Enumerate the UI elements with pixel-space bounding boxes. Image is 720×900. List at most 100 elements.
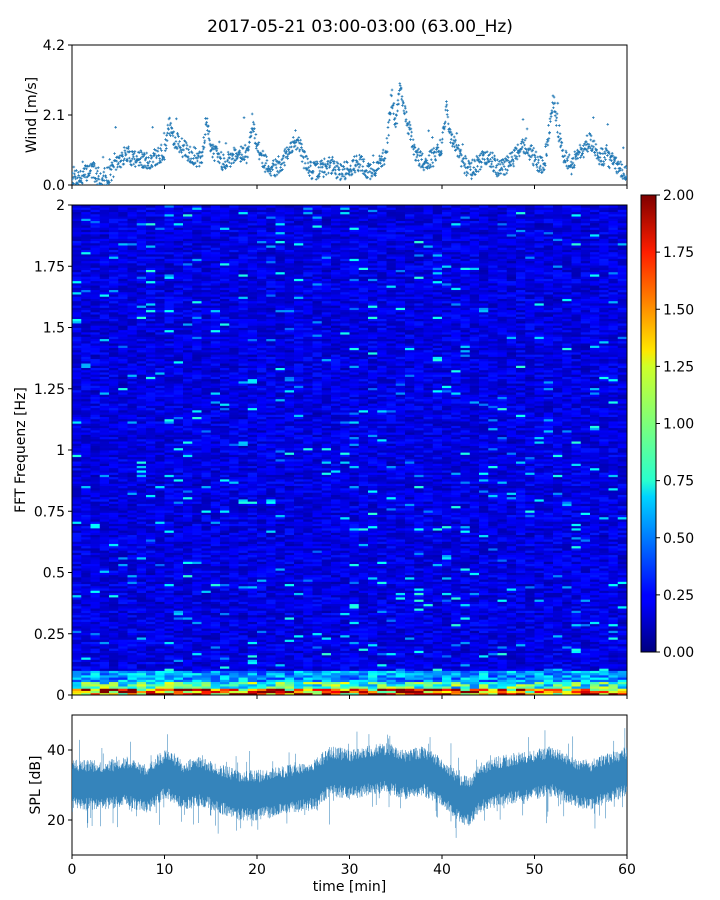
spectrogram-cell	[118, 683, 128, 687]
spectrogram-cell	[442, 690, 452, 694]
spectrogram-cell	[257, 666, 267, 669]
wind-point	[283, 147, 287, 151]
spectrogram-cell	[164, 692, 175, 695]
wind-point	[523, 138, 527, 142]
spectrogram-cell	[451, 663, 461, 667]
spectrogram-cell	[460, 686, 471, 689]
spectrogram-cell	[81, 686, 91, 689]
wind-point	[429, 165, 433, 169]
wind-point	[95, 179, 99, 183]
spectrogram-cell	[257, 681, 267, 685]
spectrogram-cell	[164, 681, 175, 685]
wind-point	[440, 141, 444, 144]
spectrogram-cell	[90, 679, 101, 683]
spectrogram-cell	[312, 659, 323, 662]
spectrogram-cell	[321, 668, 332, 671]
spectrogram-cell	[469, 686, 480, 689]
wind-point	[536, 161, 540, 165]
spectrogram-cell	[164, 690, 175, 694]
wind-point	[316, 176, 320, 180]
spectrogram-cell	[534, 677, 545, 680]
wind-point	[99, 172, 102, 175]
spectrogram-cell	[599, 663, 609, 667]
wind-point	[505, 171, 509, 175]
spectrogram-cell	[442, 666, 452, 669]
wind-point	[504, 167, 507, 171]
spectrogram-cell	[90, 659, 101, 662]
spectrogram-cell	[164, 674, 175, 678]
wind-point	[239, 145, 243, 148]
wind-point	[113, 152, 116, 155]
spectrogram-cell	[386, 659, 397, 662]
spectrogram-cell	[266, 661, 276, 665]
spectrogram-cell	[183, 683, 193, 687]
spectrogram-cell	[414, 683, 424, 687]
spectrogram-cell	[192, 679, 202, 683]
spectrogram-cell	[386, 688, 397, 691]
wind-point	[280, 162, 284, 165]
wind-point	[554, 110, 557, 114]
wind-point	[87, 174, 91, 177]
spectrogram-cell	[414, 681, 424, 685]
wind-point	[256, 149, 260, 153]
wind-point	[516, 149, 520, 152]
wind-point	[470, 174, 474, 177]
wind-point	[273, 174, 277, 178]
spectrogram-cell	[571, 686, 582, 689]
spectrogram-cell	[331, 690, 341, 694]
spectrogram-cell	[608, 672, 619, 676]
spectrogram-cell	[210, 657, 221, 660]
wind-point	[521, 118, 525, 121]
spectrogram-cell	[99, 670, 110, 674]
wind-point	[72, 171, 74, 175]
spectrogram-cell	[534, 668, 545, 671]
spectrogram-cell	[553, 681, 563, 685]
spectrogram-cell	[451, 688, 461, 691]
wind-point	[358, 153, 361, 157]
spectrogram-cell	[368, 686, 378, 689]
spectrogram-cell	[488, 686, 498, 689]
wind-point	[145, 151, 149, 155]
wind-point	[411, 144, 415, 148]
spectrogram-cell	[553, 674, 563, 678]
wind-point	[170, 127, 174, 130]
wind-point	[456, 147, 460, 150]
spectrogram-cell	[220, 670, 230, 674]
spectrogram-cell	[442, 686, 452, 689]
wind-point	[306, 157, 309, 161]
spectrogram-cell	[368, 674, 378, 678]
spectrogram-cell	[284, 681, 295, 685]
spectrogram-cell	[553, 672, 563, 676]
spectrogram-cell	[479, 657, 489, 660]
spectrogram-cell	[247, 688, 258, 691]
wind-point	[527, 154, 531, 157]
spectrogram-cell	[173, 668, 184, 671]
wind-point	[306, 161, 310, 165]
spectrogram-cell	[432, 674, 443, 678]
wind-point	[593, 153, 597, 157]
wind-point	[602, 160, 605, 163]
spectrogram-cell	[155, 668, 165, 671]
spectrogram-cell	[90, 666, 101, 669]
wind-point	[85, 179, 89, 182]
spectrogram-cell	[201, 670, 212, 674]
spectrogram-cell	[469, 659, 480, 662]
wind-point	[202, 136, 206, 139]
spectrogram-cell	[331, 692, 341, 695]
wind-point	[200, 161, 204, 165]
spectrogram-cell	[173, 681, 184, 685]
wind-point	[572, 166, 576, 169]
spectrogram-cell	[294, 692, 304, 695]
wind-point	[100, 182, 103, 185]
spectrogram-cell	[423, 668, 434, 671]
spectrogram-cell	[525, 688, 535, 691]
spectrogram-cell	[155, 674, 165, 678]
spectrogram-cell	[414, 663, 424, 667]
spectrogram-cell	[423, 690, 434, 694]
wind-point	[173, 136, 177, 139]
wind-point	[334, 172, 338, 176]
spectrogram-cell	[349, 659, 360, 662]
spectrogram-cell	[534, 663, 545, 667]
wind-point	[352, 167, 356, 171]
